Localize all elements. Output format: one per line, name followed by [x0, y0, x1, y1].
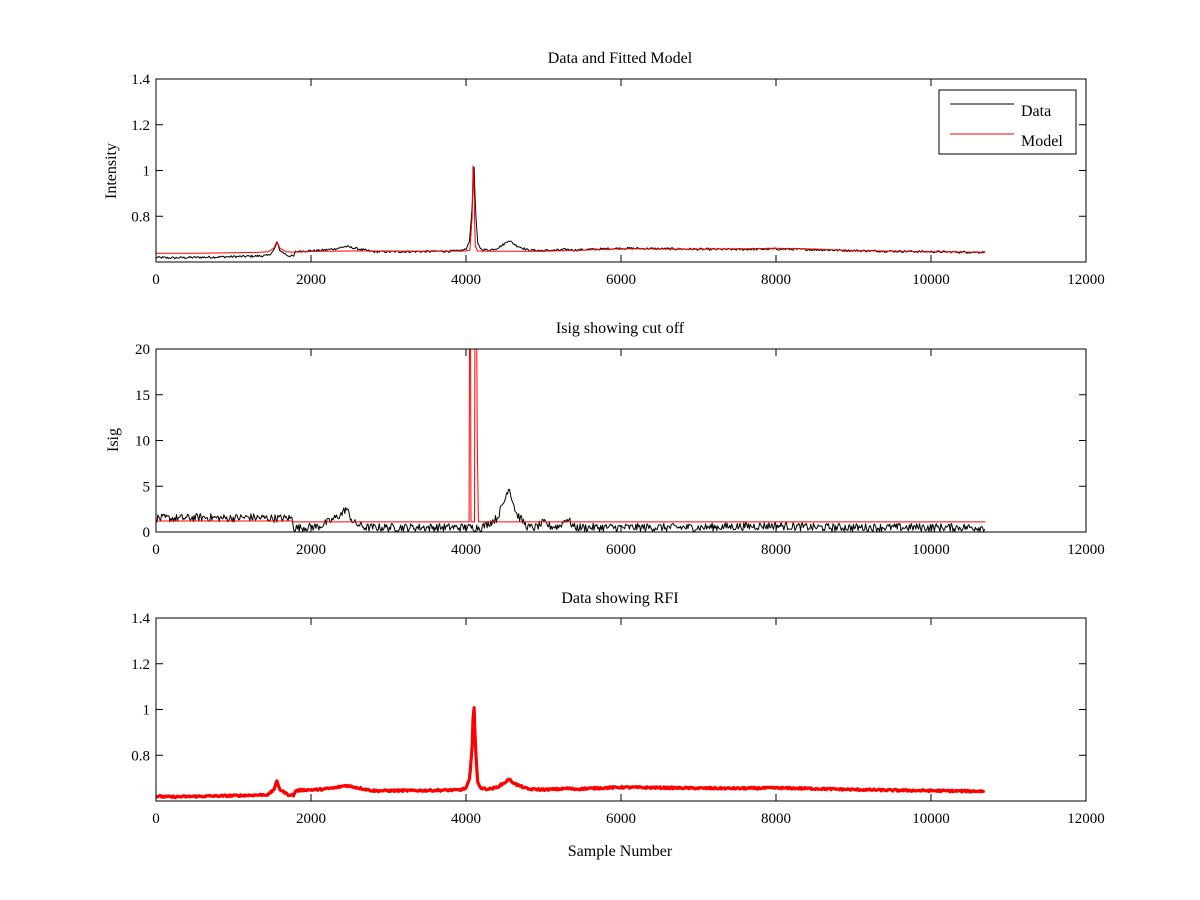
- x-tick-label: 4000: [451, 542, 481, 558]
- series-line-0-1: [156, 165, 986, 254]
- x-tick-label: 6000: [606, 811, 636, 827]
- series-line-1-1: [156, 348, 986, 523]
- panel-1-ticks-layer: 0 2000 4000 6000 8000 10000 12000 0.8 1 1.2 1.4: [131, 72, 1105, 288]
- panel-1-y-axis-label: Intensity: [103, 143, 120, 199]
- y-tick-label: 20: [135, 342, 150, 358]
- panel-data-rfi: Data showing RFI 0 2000 4000 6000 8000 10000 1…: [131, 590, 1105, 860]
- y-tick-label: 15: [135, 388, 150, 404]
- panel-3-series-layer: [155, 706, 986, 800]
- x-tick-label: 12000: [1067, 272, 1105, 288]
- x-tick-label: 12000: [1067, 542, 1105, 558]
- series-line-2-0: [155, 706, 986, 800]
- y-tick-label: 0.8: [131, 209, 150, 225]
- x-tick-label: 10000: [912, 542, 950, 558]
- panel-2-ticks-layer: 0 2000 4000 6000 8000 10000 12000 0 5 10 15 20: [135, 342, 1105, 558]
- panel-1-title: Data and Fitted Model: [548, 50, 693, 67]
- y-tick-label: 1.2: [131, 118, 150, 134]
- x-tick-label: 0: [152, 542, 160, 558]
- panel-3-ticks-layer: 0 2000 4000 6000 8000 10000 12000 0.8 1 1.2 1.4: [131, 611, 1105, 827]
- y-tick-label: 1: [143, 164, 151, 180]
- y-tick-label: 1.2: [131, 657, 150, 673]
- x-tick-label: 0: [152, 811, 160, 827]
- x-tick-label: 6000: [606, 272, 636, 288]
- x-tick-label: 8000: [761, 272, 791, 288]
- panel-3-axes-box: [155, 617, 1087, 802]
- x-tick-label: 4000: [451, 811, 481, 827]
- panel-2-y-axis-label: Isig: [105, 428, 122, 452]
- panel-1-legend: Data Model: [938, 89, 1077, 155]
- x-tick-label: 2000: [296, 811, 326, 827]
- panel-2-title: Isig showing cut off: [556, 320, 685, 337]
- x-tick-label: 0: [152, 272, 160, 288]
- x-tick-label: 2000: [296, 542, 326, 558]
- panel-3-x-axis-label: Sample Number: [568, 843, 673, 860]
- y-tick-label: 5: [143, 479, 151, 495]
- y-tick-label: 1.4: [131, 72, 150, 88]
- panel-data-fitted-model: Data and Fitted Model Intensity 0 2000 400…: [103, 50, 1105, 288]
- panel-isig-cut-off: Isig showing cut off Isig 0 2000 4000 6000 8…: [105, 320, 1105, 558]
- panel-3-title: Data showing RFI: [561, 590, 678, 607]
- x-tick-label: 8000: [761, 542, 791, 558]
- legend-data-label: Data: [1021, 103, 1051, 120]
- x-tick-label: 10000: [912, 272, 950, 288]
- x-tick-label: 6000: [606, 542, 636, 558]
- x-tick-label: 8000: [761, 811, 791, 827]
- x-tick-label: 12000: [1067, 811, 1105, 827]
- x-tick-label: 4000: [451, 272, 481, 288]
- x-tick-label: 2000: [296, 272, 326, 288]
- legend-model-label: Model: [1021, 133, 1063, 150]
- y-tick-label: 1: [143, 703, 151, 719]
- panel-1-series-layer: [155, 165, 986, 260]
- y-tick-label: 10: [135, 434, 150, 450]
- x-tick-label: 10000: [912, 811, 950, 827]
- panel-1-axes-box: [155, 78, 1087, 263]
- panel-2-series-layer: [155, 348, 986, 533]
- panel-2-axes-box: [155, 348, 1087, 533]
- y-tick-label: 0.8: [131, 748, 150, 764]
- y-tick-label: 1.4: [131, 611, 150, 627]
- legend-box: [938, 89, 1077, 155]
- y-tick-label: 0: [143, 525, 151, 541]
